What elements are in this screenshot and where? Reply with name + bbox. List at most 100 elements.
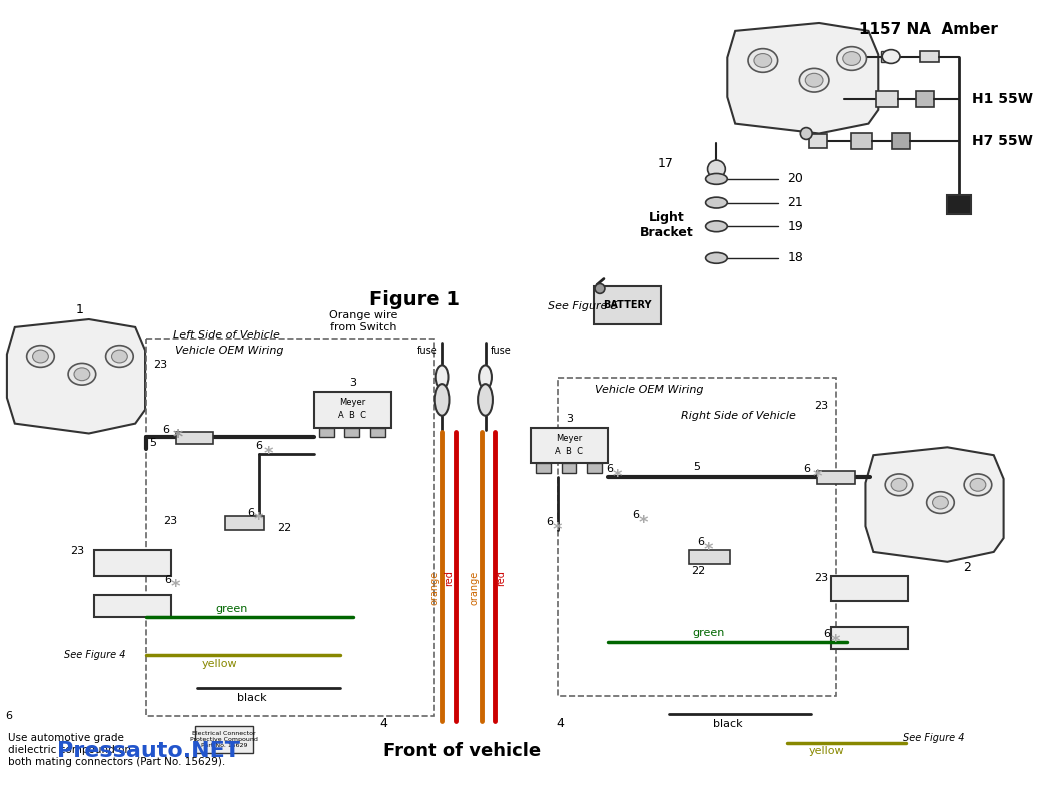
Text: Meyer: Meyer [339,399,365,407]
Bar [831,576,907,601]
Text: 4: 4 [379,717,387,730]
Text: See Figure 4: See Figure 4 [64,649,125,660]
Bar [892,134,909,149]
Bar [94,550,171,576]
Text: See Figure 4: See Figure 4 [903,733,965,744]
Text: black: black [713,718,743,729]
Text: 23: 23 [814,573,828,582]
Ellipse shape [705,252,727,263]
Text: 6: 6 [606,464,613,474]
Text: *: * [830,633,840,651]
Text: 21: 21 [787,196,803,209]
Text: 22: 22 [692,566,706,576]
Ellipse shape [112,350,127,363]
Ellipse shape [754,54,772,67]
Ellipse shape [705,173,727,184]
Bar [881,51,891,62]
Text: 23: 23 [163,517,177,526]
Text: 5: 5 [149,438,156,448]
Bar [558,378,835,696]
Ellipse shape [926,492,954,513]
Text: fuse: fuse [490,346,511,356]
Text: 6: 6 [256,441,262,452]
Text: red: red [496,570,506,585]
Text: BATTERY: BATTERY [604,301,652,310]
Text: 5: 5 [694,462,700,472]
Bar [175,432,213,445]
Text: 4: 4 [557,717,564,730]
Bar [370,428,385,437]
Bar [817,471,854,484]
Text: Front of vehicle: Front of vehicle [383,742,541,760]
Ellipse shape [882,50,900,63]
Text: 20: 20 [787,172,803,185]
Bar [314,392,391,428]
Text: Vehicle OEM Wiring: Vehicle OEM Wiring [174,346,284,356]
Ellipse shape [805,74,823,87]
Text: 1157 NA  Amber: 1157 NA Amber [858,22,997,37]
Ellipse shape [478,384,493,416]
Bar [561,463,577,473]
Bar [595,286,661,324]
Text: *: * [264,445,273,464]
Text: See Figure 5: See Figure 5 [548,301,617,311]
Text: 3: 3 [566,414,573,424]
Bar [876,91,898,107]
Bar [809,134,827,148]
Circle shape [596,283,605,293]
Bar [146,339,434,716]
Text: orange: orange [469,570,480,604]
Text: 1: 1 [76,303,83,316]
Text: green: green [693,628,725,638]
Ellipse shape [891,479,907,491]
Bar [947,195,971,214]
Text: green: green [216,604,248,614]
Text: 2: 2 [963,561,971,574]
Bar [531,428,608,463]
Text: Right Side of Vehicle: Right Side of Vehicle [681,411,796,421]
Ellipse shape [799,68,829,92]
Bar [195,725,252,753]
Ellipse shape [68,363,96,385]
Text: A  B  C: A B C [556,447,583,456]
Ellipse shape [436,365,448,389]
Bar [587,463,602,473]
Bar [831,627,907,649]
Text: Pressauto.NET: Pressauto.NET [57,741,240,761]
Text: *: * [638,514,648,532]
Text: 6: 6 [547,517,553,528]
Text: *: * [553,521,562,539]
Text: 23: 23 [814,401,828,411]
Ellipse shape [32,350,48,363]
Text: yellow: yellow [201,660,237,669]
Bar [319,428,334,437]
Ellipse shape [970,479,986,491]
Text: Light
Bracket: Light Bracket [640,211,694,239]
Text: 6: 6 [697,537,704,547]
Text: 6: 6 [164,574,171,585]
Ellipse shape [836,47,867,70]
Ellipse shape [886,474,913,496]
Text: *: * [704,541,713,559]
Text: 19: 19 [787,220,803,233]
Text: fuse: fuse [416,346,437,356]
Text: A  B  C: A B C [338,411,366,420]
Ellipse shape [843,51,860,66]
Text: Left Side of Vehicle: Left Side of Vehicle [173,330,280,340]
Text: 6: 6 [824,629,830,639]
Text: H7 55W: H7 55W [972,134,1033,149]
Polygon shape [866,447,1003,562]
Text: yellow: yellow [809,746,845,756]
Ellipse shape [105,346,134,367]
Text: 23: 23 [70,546,84,556]
Text: 22: 22 [277,523,291,533]
Text: Vehicle OEM Wiring: Vehicle OEM Wiring [596,385,704,395]
Ellipse shape [964,474,992,496]
Text: 23: 23 [153,361,167,370]
Bar [94,596,171,617]
Bar [851,134,872,149]
Bar [920,51,940,62]
Text: Meyer: Meyer [556,434,583,443]
Text: 18: 18 [787,252,803,264]
Text: 6: 6 [804,464,810,474]
